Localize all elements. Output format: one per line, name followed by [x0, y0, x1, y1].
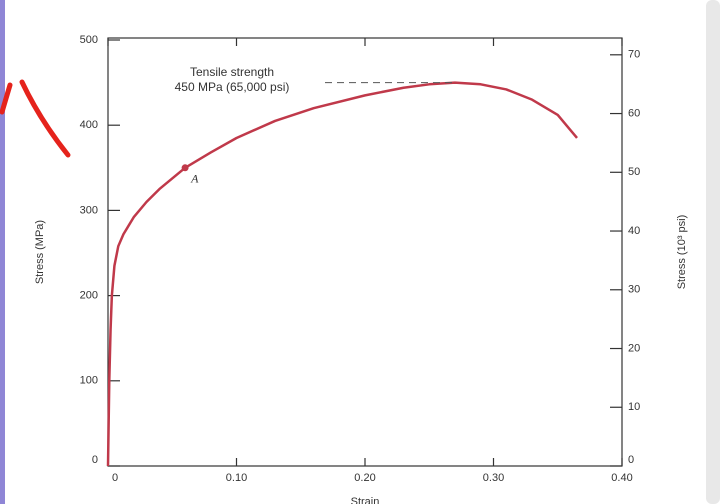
y2-tick-label: 30 [628, 284, 640, 296]
point-a [181, 164, 189, 172]
stress-strain-curve [106, 81, 578, 467]
x-tick-label: 0.10 [226, 472, 247, 484]
annotation: Tensile strength [190, 65, 274, 79]
y-tick-label: 100 [80, 375, 98, 387]
y2-tick-label: 50 [628, 166, 640, 178]
y2-tick-label: 70 [628, 49, 640, 61]
x-tick-label: 0.30 [483, 472, 504, 484]
y2-tick-label: 20 [628, 342, 640, 354]
y-tick-label: 300 [80, 204, 98, 216]
y-tick-label: 0 [92, 454, 98, 466]
x-tick-label: 0 [112, 472, 118, 484]
y-tick-label: 400 [80, 119, 98, 131]
y-tick-label: 200 [80, 290, 98, 302]
x-tick-label: 0.20 [354, 472, 375, 484]
y2-tick-label: 10 [628, 401, 640, 413]
annotation: 450 MPa (65,000 psi) [175, 80, 290, 94]
y-axis-label: Stress (MPa) [34, 220, 46, 284]
plot-frame [107, 37, 623, 467]
left-border [0, 0, 5, 504]
y-tick-label: 500 [80, 34, 98, 46]
point-a-label: A [190, 172, 199, 186]
scroll-edge [706, 0, 720, 504]
x-tick-label: 0.40 [611, 472, 632, 484]
x-axis-label: Strain [351, 496, 380, 504]
y2-tick-label: 0 [628, 454, 634, 466]
y2-axis-label: Stress (10³ psi) [676, 215, 688, 290]
hand-drawn-mark [0, 79, 71, 158]
y2-tick-label: 60 [628, 107, 640, 119]
y2-tick-label: 40 [628, 225, 640, 237]
